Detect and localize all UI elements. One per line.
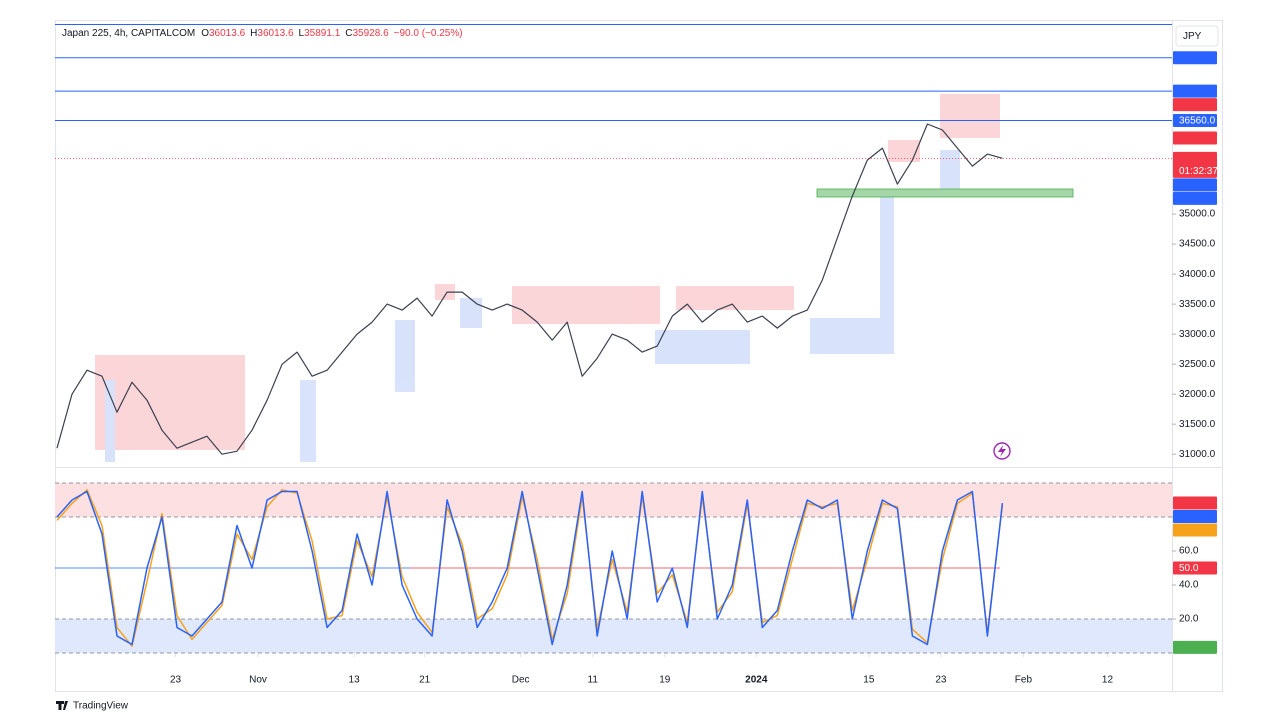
ohlc-key: O	[201, 28, 209, 39]
band	[55, 483, 1172, 517]
demand-zone	[940, 150, 960, 196]
y-tick-label: 33500.0	[1179, 299, 1216, 310]
x-tick-label: 2024	[745, 675, 768, 686]
price-tag	[1173, 84, 1217, 98]
support-zone	[816, 188, 1074, 198]
price-tag	[1173, 178, 1217, 192]
y-tick-label: 35000.0	[1179, 209, 1216, 220]
x-tick-label: Dec	[512, 675, 530, 686]
currency: JPY	[1183, 31, 1202, 42]
price-tag	[1173, 640, 1217, 654]
ohlc-value: 35928.6	[353, 28, 390, 39]
price-tag	[1173, 510, 1217, 524]
y-tick-label: 34500.0	[1179, 239, 1216, 250]
price-tag-label: 50.0	[1179, 563, 1199, 574]
x-tick-label: Feb	[1015, 675, 1033, 686]
x-tick-label: Nov	[249, 675, 267, 686]
change: −90.0 (−0.25%)	[394, 28, 463, 39]
y-tick-label: 32000.0	[1179, 389, 1216, 400]
y-tick-label: 34000.0	[1179, 269, 1216, 280]
frame	[55, 20, 1223, 692]
price-tag	[1173, 151, 1217, 178]
symbol: Japan 225, 4h, CAPITALCOM	[62, 28, 195, 39]
supply-zone	[888, 140, 920, 162]
x-tick-label: 11	[588, 675, 599, 686]
series-line	[56, 490, 1004, 646]
currency-box[interactable]	[1175, 25, 1219, 47]
y-tick-label: 31500.0	[1179, 419, 1216, 430]
price-tag	[1173, 191, 1217, 205]
x-tick-label: 13	[349, 675, 361, 686]
alert-icon[interactable]	[993, 442, 1011, 460]
x-tick-label: 23	[170, 675, 182, 686]
price-tag	[1173, 98, 1217, 112]
x-tick-label: 15	[863, 675, 875, 686]
ohlc-value: 35891.1	[304, 28, 341, 39]
ohlc-key: C	[345, 28, 352, 39]
zones	[95, 94, 1000, 462]
x-tick-label: 19	[659, 675, 671, 686]
band	[55, 619, 1172, 653]
axis-tags: 36560.0 01:32:37	[1173, 51, 1218, 205]
demand-zone	[460, 298, 482, 328]
price-tag	[1173, 131, 1217, 145]
ohlc-value: 36013.6	[209, 28, 246, 39]
y-tick-label: 40.0	[1179, 580, 1199, 591]
demand-zone	[105, 380, 115, 462]
supply-zone	[435, 284, 455, 300]
x-tick-label: 23	[935, 675, 947, 686]
series-line	[56, 123, 1003, 455]
ohlc-key: H	[250, 28, 257, 39]
demand-zone	[655, 330, 750, 364]
legend: Japan 225, 4h, CAPITALCOM O36013.6 H36013.…	[62, 28, 463, 39]
price-tag	[1173, 523, 1217, 537]
demand-zone	[880, 190, 894, 354]
axis-tags: 50.0	[1173, 496, 1217, 654]
brand: TradingView	[73, 701, 129, 712]
countdown: 01:32:37	[1179, 166, 1218, 177]
price-tag	[1173, 496, 1217, 510]
supply-zone	[676, 286, 794, 310]
y-tick-label: 20.0	[1179, 614, 1199, 625]
price-tag	[1173, 51, 1217, 65]
brand-logo	[56, 701, 68, 710]
y-tick-label: 32500.0	[1179, 359, 1216, 370]
y-tick-label: 31000.0	[1179, 449, 1216, 460]
price-tag-label: 36560.0	[1179, 116, 1216, 127]
ohlc-value: 36013.6	[257, 28, 294, 39]
y-tick-label: 60.0	[1179, 546, 1199, 557]
supply-zone	[940, 94, 1000, 138]
alert-icon-bolt	[998, 445, 1006, 457]
demand-zone	[395, 320, 415, 392]
ohlc-key: L	[299, 28, 305, 39]
supply-zone	[512, 286, 660, 324]
x-tick-label: 21	[419, 675, 431, 686]
supply-zone	[95, 355, 245, 450]
y-tick-label: 33000.0	[1179, 329, 1216, 340]
price-tag	[1173, 561, 1217, 575]
price-tag	[1173, 113, 1217, 127]
demand-zone	[300, 380, 316, 462]
x-tick-label: 12	[1102, 675, 1114, 686]
